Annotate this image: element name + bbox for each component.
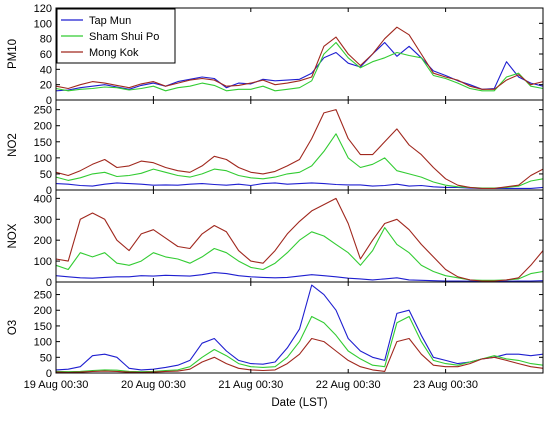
y-tick-label: 80 xyxy=(40,34,52,46)
y-tick-label: 250 xyxy=(34,290,52,302)
series-line-tap-mun-no2 xyxy=(55,182,544,189)
x-tick-label: 23 Aug 00:30 xyxy=(413,379,478,391)
y-tick-label: 0 xyxy=(46,368,52,380)
plot-layer: 0 20 40 60 80 100 120 PM10 0 50 100 150 200 250 NO2 0 10… xyxy=(7,3,544,391)
x-axis-title: Date (LST) xyxy=(271,397,327,409)
y-tick-label: 120 xyxy=(34,3,52,15)
series-line-sham-shui-po-o3 xyxy=(55,315,544,373)
series-line-mong-kok-pm10 xyxy=(55,26,544,90)
panel-no2: 0 50 100 150 200 250 NO2 xyxy=(7,99,544,197)
series-line-tap-mun-o3 xyxy=(55,284,544,371)
y-tick-label: 300 xyxy=(34,214,52,226)
panel-frame xyxy=(55,189,544,283)
panel-o3: 0 50 100 150 200 250 O3 xyxy=(7,281,544,380)
series-line-mong-kok-o3 xyxy=(55,337,544,373)
panel-frame xyxy=(55,281,544,374)
series-line-mong-kok-no2 xyxy=(55,109,544,189)
y-axis-title: PM10 xyxy=(7,39,19,69)
y-tick-label: 40 xyxy=(40,64,52,76)
panel-frame xyxy=(55,99,544,191)
legend: Tap Mun Sham Shui Po Mong Kok xyxy=(56,8,176,64)
series-line-tap-mun-nox xyxy=(55,272,544,282)
y-tick-label: 20 xyxy=(40,80,52,92)
y-tick-label: 150 xyxy=(34,321,52,333)
y-tick-label: 150 xyxy=(34,137,52,149)
y-tick-label: 50 xyxy=(40,169,52,181)
y-tick-label: 100 xyxy=(34,18,52,30)
y-tick-label: 0 xyxy=(46,185,52,197)
y-axis-title: O3 xyxy=(7,320,19,335)
legend-label-mong-kok: Mong Kok xyxy=(89,47,139,59)
panel-pm10: 0 20 40 60 80 100 120 PM10 xyxy=(7,3,544,107)
series-line-sham-shui-po-pm10 xyxy=(55,41,544,92)
y-axis-title: NO2 xyxy=(7,133,19,157)
legend-box xyxy=(56,8,176,64)
y-tick-label: 0 xyxy=(46,277,52,289)
series-line-sham-shui-po-no2 xyxy=(55,133,544,189)
series-line-sham-shui-po-nox xyxy=(55,227,544,281)
y-tick-label: 200 xyxy=(34,305,52,317)
x-tick-label: 21 Aug 00:30 xyxy=(218,379,283,391)
x-tick-label: 19 Aug 00:30 xyxy=(24,379,89,391)
x-tick-label: 22 Aug 00:30 xyxy=(316,379,381,391)
y-tick-label: 50 xyxy=(40,352,52,364)
y-tick-label: 250 xyxy=(34,105,52,117)
y-tick-label: 200 xyxy=(34,235,52,247)
legend-label-tap-mun: Tap Mun xyxy=(89,15,131,27)
x-tick-label: 20 Aug 00:30 xyxy=(121,379,186,391)
panel-nox: 0 100 200 300 400 NOX xyxy=(7,189,544,289)
y-tick-label: 100 xyxy=(34,337,52,349)
y-axis-title: NOX xyxy=(7,223,19,248)
legend-label-sham-shui-po: Sham Shui Po xyxy=(89,31,159,43)
y-tick-label: 200 xyxy=(34,121,52,133)
y-tick-label: 100 xyxy=(34,256,52,268)
y-tick-label: 60 xyxy=(40,49,52,61)
series-line-mong-kok-nox xyxy=(55,197,544,282)
y-tick-label: 100 xyxy=(34,153,52,165)
y-tick-label: 400 xyxy=(34,193,52,205)
y-tick-label: 0 xyxy=(46,95,52,107)
